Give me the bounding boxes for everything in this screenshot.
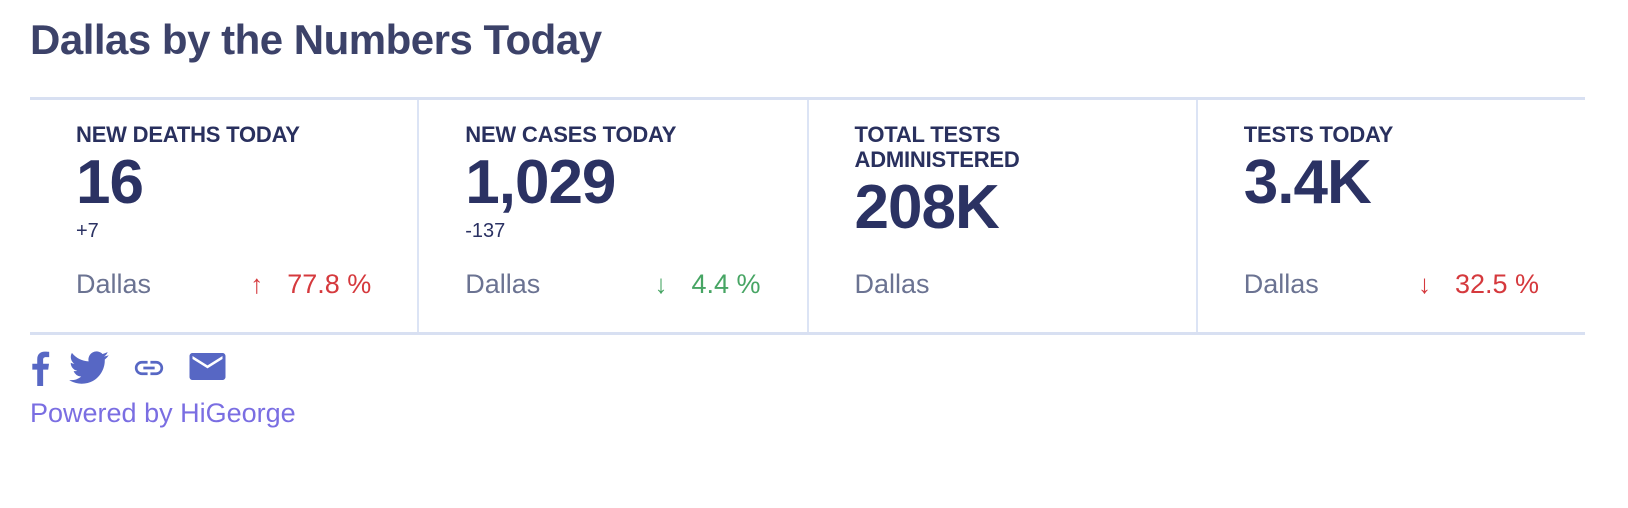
stat-label: TESTS TODAY bbox=[1243, 121, 1394, 147]
stat-label: NEW DEATHS TODAY bbox=[76, 121, 300, 147]
stat-delta: +7 bbox=[76, 220, 99, 243]
stats-row: NEW DEATHS TODAY 16 +7 Dallas ↑ 77.8 % N… bbox=[30, 96, 1585, 335]
trend-down-arrow-icon: ↓ bbox=[1417, 268, 1431, 299]
stat-location: Dallas bbox=[465, 268, 541, 299]
stat-bottom-row: Dallas bbox=[855, 269, 1150, 300]
facebook-share-button[interactable] bbox=[30, 350, 51, 386]
stat-card-total-tests: TOTAL TESTS ADMINISTERED 208K Dallas bbox=[806, 99, 1196, 332]
stat-trend: ↓ 32.5 % bbox=[1418, 269, 1539, 300]
stat-bottom-row: Dallas ↑ 77.8 % bbox=[76, 269, 371, 300]
stat-value: 3.4K bbox=[1243, 147, 1372, 217]
stat-value: 1,029 bbox=[465, 147, 616, 217]
stat-card-tests-today: TESTS TODAY 3.4K Dallas ↓ 32.5 % bbox=[1195, 99, 1585, 332]
stat-value: 208K bbox=[854, 173, 1000, 243]
facebook-icon bbox=[32, 351, 50, 386]
stat-location: Dallas bbox=[854, 268, 930, 299]
stat-location: Dallas bbox=[1243, 268, 1319, 299]
trend-value: 77.8 % bbox=[287, 268, 372, 299]
trend-up-arrow-icon: ↑ bbox=[250, 268, 264, 299]
stat-delta: -137 bbox=[465, 220, 506, 243]
copy-link-share-button[interactable] bbox=[127, 351, 171, 385]
twitter-icon bbox=[69, 351, 109, 384]
social-share-row bbox=[30, 350, 1585, 386]
stat-bottom-row: Dallas ↓ 4.4 % bbox=[465, 269, 760, 300]
stat-label: NEW CASES TODAY bbox=[465, 121, 677, 147]
stat-label: TOTAL TESTS ADMINISTERED bbox=[854, 121, 1020, 172]
powered-by-link[interactable]: Powered by HiGeorge bbox=[30, 397, 296, 428]
stat-trend: ↓ 4.4 % bbox=[654, 269, 760, 300]
stat-location: Dallas bbox=[76, 268, 152, 299]
stat-card-new-deaths: NEW DEATHS TODAY 16 +7 Dallas ↑ 77.8 % bbox=[30, 100, 417, 332]
stat-card-new-cases: NEW CASES TODAY 1,029 -137 Dallas ↓ 4.4 … bbox=[417, 99, 806, 332]
page-title: Dallas by the Numbers Today bbox=[30, 16, 602, 63]
twitter-share-button[interactable] bbox=[69, 351, 109, 384]
dashboard-widget: Dallas by the Numbers Today NEW DEATHS T… bbox=[30, 14, 1585, 429]
stat-bottom-row: Dallas ↓ 32.5 % bbox=[1244, 269, 1539, 300]
link-icon bbox=[134, 360, 164, 375]
email-share-button[interactable] bbox=[189, 352, 226, 383]
stat-trend: ↑ 77.8 % bbox=[250, 269, 371, 300]
stat-value: 16 bbox=[76, 147, 144, 217]
email-icon bbox=[189, 352, 226, 380]
trend-down-arrow-icon: ↓ bbox=[654, 268, 668, 299]
trend-value: 4.4 % bbox=[691, 268, 761, 299]
trend-value: 32.5 % bbox=[1454, 268, 1539, 299]
